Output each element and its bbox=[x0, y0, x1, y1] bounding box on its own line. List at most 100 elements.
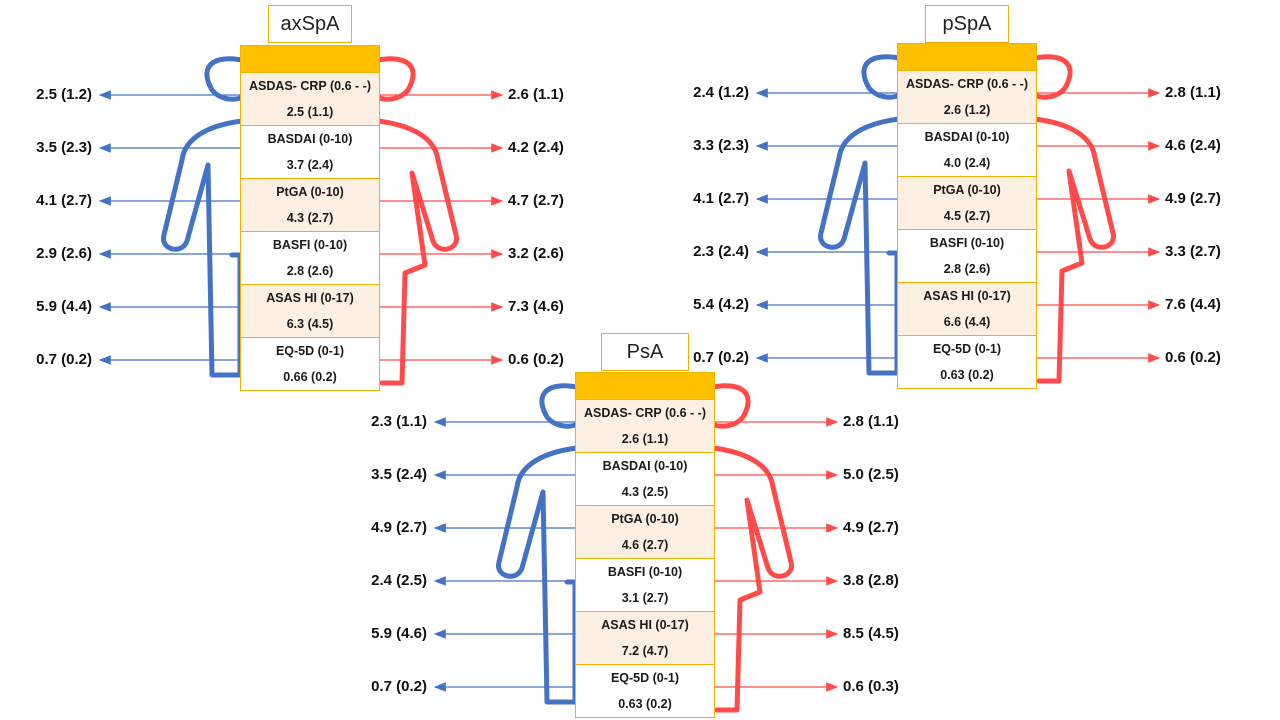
measure-label: BASFI (0-10) bbox=[607, 565, 683, 579]
male-value: 3.3 (2.3) bbox=[693, 137, 749, 154]
table-row: EQ-5D (0-1) 0.66 (0.2) bbox=[241, 337, 379, 390]
measures-table-psa: ASDAS- CRP (0.6 - -) 2.6 (1.1) BASDAI (0-1… bbox=[575, 372, 715, 718]
table-row: EQ-5D (0-1) 0.63 (0.2) bbox=[898, 335, 1036, 388]
female-value: 4.2 (2.4) bbox=[508, 139, 564, 156]
overall-value: 0.66 (0.2) bbox=[283, 370, 337, 384]
female-figure-outline-1 bbox=[710, 445, 794, 713]
measure-label: BASFI (0-10) bbox=[929, 236, 1005, 250]
overall-value: 0.63 (0.2) bbox=[618, 697, 672, 711]
male-value: 4.9 (2.7) bbox=[371, 519, 427, 536]
male-value: 4.1 (2.7) bbox=[36, 192, 92, 209]
male-value: 5.4 (4.2) bbox=[693, 296, 749, 313]
female-value: 5.0 (2.5) bbox=[843, 466, 899, 483]
male-value: 0.7 (0.2) bbox=[693, 349, 749, 366]
female-figure-outline-1 bbox=[1032, 116, 1116, 384]
male-value: 2.3 (1.1) bbox=[371, 413, 427, 430]
female-value: 3.8 (2.8) bbox=[843, 572, 899, 589]
measure-label: ASAS HI (0-17) bbox=[923, 289, 1011, 303]
overall-value: 4.0 (2.4) bbox=[943, 156, 991, 170]
male-value: 2.3 (2.4) bbox=[693, 243, 749, 260]
measures-table-axspa: ASDAS- CRP (0.6 - -) 2.5 (1.1) BASDAI (0-1… bbox=[240, 45, 380, 391]
table-row: BASFI (0-10) 2.8 (2.6) bbox=[898, 229, 1036, 282]
table-header-bar bbox=[241, 46, 379, 72]
panel-title-psa: PsA bbox=[601, 333, 689, 371]
female-value: 2.8 (1.1) bbox=[843, 413, 899, 430]
table-row: EQ-5D (0-1) 0.63 (0.2) bbox=[576, 664, 714, 717]
female-value: 2.8 (1.1) bbox=[1165, 84, 1221, 101]
male-value: 3.5 (2.4) bbox=[371, 466, 427, 483]
male-figure-outline-1 bbox=[818, 116, 902, 376]
measure-label: ASDAS- CRP (0.6 - -) bbox=[248, 79, 371, 93]
female-value: 7.3 (4.6) bbox=[508, 298, 564, 315]
overall-value: 0.63 (0.2) bbox=[940, 368, 994, 382]
table-header-bar bbox=[576, 373, 714, 399]
measure-label: ASDAS- CRP (0.6 - -) bbox=[583, 406, 706, 420]
table-row: ASAS HI (0-17) 6.6 (4.4) bbox=[898, 282, 1036, 335]
measure-label: PtGA (0-10) bbox=[611, 512, 679, 526]
overall-value: 2.6 (1.1) bbox=[621, 432, 669, 446]
table-row: BASDAI (0-10) 3.7 (2.4) bbox=[241, 125, 379, 178]
female-value: 2.6 (1.1) bbox=[508, 86, 564, 103]
male-value: 5.9 (4.6) bbox=[371, 625, 427, 642]
female-value: 4.9 (2.7) bbox=[843, 519, 899, 536]
measure-label: BASDAI (0-10) bbox=[924, 130, 1010, 144]
measures-table-pspa: ASDAS- CRP (0.6 - -) 2.6 (1.2) BASDAI (0-1… bbox=[897, 43, 1037, 389]
table-row: PtGA (0-10) 4.5 (2.7) bbox=[898, 176, 1036, 229]
male-value: 2.4 (1.2) bbox=[693, 84, 749, 101]
overall-value: 3.1 (2.7) bbox=[621, 591, 669, 605]
table-header-bar bbox=[898, 44, 1036, 70]
female-value: 4.6 (2.4) bbox=[1165, 137, 1221, 154]
overall-value: 7.2 (4.7) bbox=[621, 644, 669, 658]
measure-label: BASFI (0-10) bbox=[272, 238, 348, 252]
table-row: ASDAS- CRP (0.6 - -) 2.6 (1.2) bbox=[898, 70, 1036, 123]
table-row: ASAS HI (0-17) 7.2 (4.7) bbox=[576, 611, 714, 664]
male-value: 5.9 (4.4) bbox=[36, 298, 92, 315]
panel-title-axspa: axSpA bbox=[268, 5, 352, 43]
overall-value: 4.3 (2.5) bbox=[621, 485, 669, 499]
female-value: 3.2 (2.6) bbox=[508, 245, 564, 262]
overall-value: 3.7 (2.4) bbox=[286, 158, 334, 172]
measure-label: EQ-5D (0-1) bbox=[932, 342, 1002, 356]
female-figure-outline-1 bbox=[375, 118, 459, 386]
measure-label: EQ-5D (0-1) bbox=[610, 671, 680, 685]
overall-value: 2.8 (2.6) bbox=[286, 264, 334, 278]
table-row: PtGA (0-10) 4.6 (2.7) bbox=[576, 505, 714, 558]
male-value: 2.4 (2.5) bbox=[371, 572, 427, 589]
male-value: 2.9 (2.6) bbox=[36, 245, 92, 262]
female-value: 7.6 (4.4) bbox=[1165, 296, 1221, 313]
measure-label: PtGA (0-10) bbox=[276, 185, 344, 199]
table-row: ASDAS- CRP (0.6 - -) 2.5 (1.1) bbox=[241, 72, 379, 125]
table-row: BASDAI (0-10) 4.0 (2.4) bbox=[898, 123, 1036, 176]
female-value: 0.6 (0.2) bbox=[508, 351, 564, 368]
overall-value: 4.5 (2.7) bbox=[943, 209, 991, 223]
measure-label: ASDAS- CRP (0.6 - -) bbox=[905, 77, 1028, 91]
male-figure-outline-1 bbox=[161, 118, 245, 378]
panel-title-pspa: pSpA bbox=[925, 5, 1009, 43]
measure-label: ASAS HI (0-17) bbox=[266, 291, 354, 305]
male-value: 0.7 (0.2) bbox=[371, 678, 427, 695]
table-row: BASFI (0-10) 2.8 (2.6) bbox=[241, 231, 379, 284]
table-row: BASDAI (0-10) 4.3 (2.5) bbox=[576, 452, 714, 505]
overall-value: 4.6 (2.7) bbox=[621, 538, 669, 552]
overall-value: 2.8 (2.6) bbox=[943, 262, 991, 276]
overall-value: 6.3 (4.5) bbox=[286, 317, 334, 331]
female-value: 8.5 (4.5) bbox=[843, 625, 899, 642]
female-value: 0.6 (0.3) bbox=[843, 678, 899, 695]
male-value: 0.7 (0.2) bbox=[36, 351, 92, 368]
female-value: 3.3 (2.7) bbox=[1165, 243, 1221, 260]
male-figure-outline-1 bbox=[496, 445, 580, 705]
female-value: 0.6 (0.2) bbox=[1165, 349, 1221, 366]
table-row: ASDAS- CRP (0.6 - -) 2.6 (1.1) bbox=[576, 399, 714, 452]
male-value: 4.1 (2.7) bbox=[693, 190, 749, 207]
table-row: PtGA (0-10) 4.3 (2.7) bbox=[241, 178, 379, 231]
measure-label: BASDAI (0-10) bbox=[267, 132, 353, 146]
female-value: 4.7 (2.7) bbox=[508, 192, 564, 209]
table-row: ASAS HI (0-17) 6.3 (4.5) bbox=[241, 284, 379, 337]
measure-label: EQ-5D (0-1) bbox=[275, 344, 345, 358]
male-value: 2.5 (1.2) bbox=[36, 86, 92, 103]
measure-label: ASAS HI (0-17) bbox=[601, 618, 689, 632]
table-row: BASFI (0-10) 3.1 (2.7) bbox=[576, 558, 714, 611]
male-value: 3.5 (2.3) bbox=[36, 139, 92, 156]
